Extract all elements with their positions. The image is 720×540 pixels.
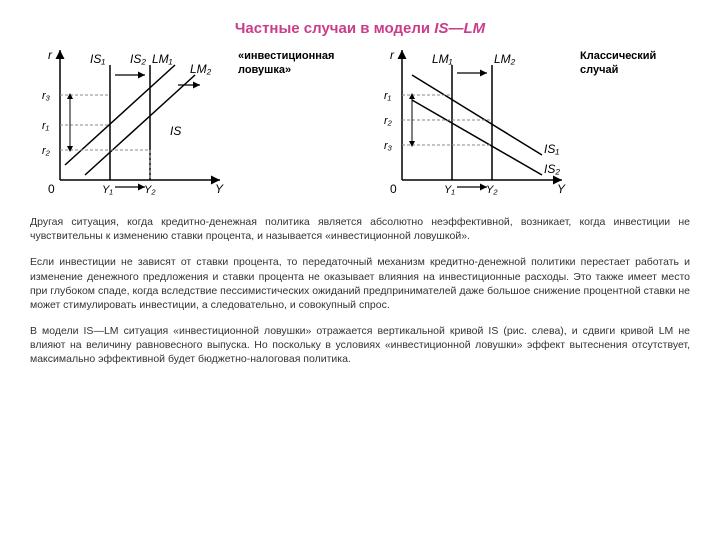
svg-text:r₃: r₃ <box>42 90 51 102</box>
right-chart-label: Классический случай <box>580 45 690 195</box>
svg-text:LM₁: LM₁ <box>152 52 173 66</box>
right-chart: r Y 0 r₁ r₂ r₃ Y₁ Y₂ LM₁ LM₂ IS₁ IS₂ <box>372 45 572 195</box>
svg-text:IS₁: IS₁ <box>90 52 105 66</box>
paragraph-1: Другая ситуация, когда кредитно-денежная… <box>30 215 690 243</box>
left-chart-label: «инвестиционная ловушка» <box>238 45 348 195</box>
svg-text:Y₁: Y₁ <box>102 184 113 195</box>
svg-text:LM₂: LM₂ <box>190 62 212 76</box>
svg-text:IS₂: IS₂ <box>544 162 560 176</box>
svg-text:LM₂: LM₂ <box>494 52 516 66</box>
title-prefix: Частные случаи в модели <box>235 20 434 37</box>
svg-text:r₁: r₁ <box>384 90 392 102</box>
svg-text:Y: Y <box>557 182 566 195</box>
title-model: IS—LM <box>434 20 485 37</box>
svg-text:IS₁: IS₁ <box>544 142 559 156</box>
right-chart-block: r Y 0 r₁ r₂ r₃ Y₁ Y₂ LM₁ LM₂ IS₁ IS₂ Кла… <box>372 45 690 195</box>
svg-text:LM₁: LM₁ <box>432 52 453 66</box>
svg-text:Y₁: Y₁ <box>444 184 455 195</box>
svg-text:r₃: r₃ <box>384 140 393 152</box>
svg-text:Y: Y <box>215 182 224 195</box>
svg-text:r₂: r₂ <box>42 145 51 157</box>
svg-text:0: 0 <box>48 182 55 195</box>
svg-text:r: r <box>390 48 395 62</box>
svg-text:r₁: r₁ <box>42 120 50 132</box>
svg-text:r₂: r₂ <box>384 115 393 127</box>
svg-text:r: r <box>48 48 53 62</box>
left-chart-block: r Y 0 r₃ r₁ r₂ Y₁ Y₂ IS₁ IS₂ LM₁ LM₂ IS … <box>30 45 348 195</box>
left-chart: r Y 0 r₃ r₁ r₂ Y₁ Y₂ IS₁ IS₂ LM₁ LM₂ IS <box>30 45 230 195</box>
charts-row: r Y 0 r₃ r₁ r₂ Y₁ Y₂ IS₁ IS₂ LM₁ LM₂ IS … <box>30 45 690 195</box>
paragraph-2: Если инвестиции не зависят от ставки про… <box>30 255 690 312</box>
svg-text:IS₂: IS₂ <box>130 52 146 66</box>
svg-text:Y₂: Y₂ <box>486 184 498 195</box>
svg-text:IS: IS <box>170 124 181 138</box>
svg-text:Y₂: Y₂ <box>144 184 156 195</box>
svg-text:0: 0 <box>390 182 397 195</box>
paragraph-3: В модели IS—LM ситуация «инвестиционной … <box>30 324 690 367</box>
page-title: Частные случаи в модели IS—LM <box>30 20 690 37</box>
